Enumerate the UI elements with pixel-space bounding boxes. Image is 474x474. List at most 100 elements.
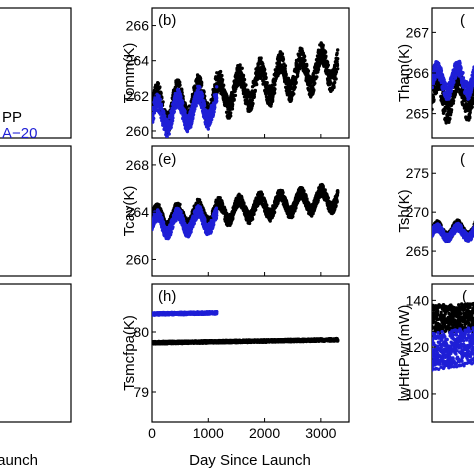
data-point: [232, 98, 235, 101]
data-point: [157, 82, 160, 85]
data-point: [198, 86, 201, 89]
data-point: [303, 55, 306, 58]
data-point: [254, 89, 257, 92]
data-point: [298, 67, 301, 70]
data-point: [215, 85, 218, 88]
data-point: [215, 96, 218, 99]
data-point: [336, 67, 339, 70]
data-point: [263, 68, 266, 71]
data-point: [242, 74, 245, 77]
data-point: [317, 68, 320, 71]
data-point: [206, 101, 209, 104]
data-point: [273, 83, 276, 86]
data-point: [200, 81, 203, 84]
data-point: [178, 81, 181, 84]
data-point: [266, 81, 269, 84]
data-point: [231, 103, 234, 106]
data-point: [450, 108, 453, 111]
data-point: [284, 64, 287, 67]
data-point: [220, 74, 223, 77]
data-point: [305, 64, 308, 67]
data-point: [255, 83, 258, 86]
data-point: [215, 99, 218, 102]
data-point: [159, 98, 162, 101]
data-point: [213, 106, 216, 109]
data-point: [157, 94, 160, 97]
data-point: [229, 111, 232, 114]
data-point: [468, 116, 471, 119]
data-point: [191, 117, 194, 120]
data-point: [315, 75, 318, 78]
data-point: [295, 81, 298, 84]
data-point: [455, 90, 458, 93]
data-point: [336, 64, 339, 67]
data-point: [229, 114, 232, 117]
panel-left-mid-frame: [0, 146, 71, 276]
data-point: [332, 85, 335, 88]
data-point: [221, 78, 224, 81]
data-point: [171, 116, 174, 119]
data-point: [336, 57, 339, 60]
data-point: [219, 70, 222, 73]
data-point: [207, 127, 210, 130]
data-point: [173, 110, 176, 113]
data-point: [271, 99, 274, 102]
panel-left-bot-frame: [0, 284, 71, 422]
data-point: [192, 113, 195, 116]
data-point: [222, 84, 225, 87]
series-group-b: [150, 41, 339, 138]
data-point: [430, 108, 433, 111]
data-point: [273, 87, 276, 90]
data-point: [290, 98, 293, 101]
data-point: [336, 48, 339, 51]
data-point: [303, 59, 306, 62]
panel-f-frame: [432, 146, 474, 276]
y-tick-label: 266: [126, 18, 150, 34]
data-point: [307, 69, 310, 72]
data-point: [244, 83, 247, 86]
data-point: [253, 95, 256, 98]
data-point: [210, 118, 213, 121]
data-point: [215, 93, 218, 96]
data-point: [326, 61, 329, 64]
data-point: [168, 132, 171, 135]
data-point: [333, 81, 336, 84]
data-point: [264, 72, 267, 75]
data-point: [170, 126, 173, 129]
data-point: [282, 58, 285, 61]
data-point: [259, 56, 262, 59]
data-point: [251, 102, 254, 105]
data-point: [203, 104, 206, 107]
data-point: [294, 86, 297, 89]
panel-h-frame: [152, 284, 349, 422]
data-point: [234, 94, 237, 97]
data-point: [313, 82, 316, 85]
data-point: [264, 76, 267, 79]
data-point: [178, 83, 181, 86]
data-point: [471, 105, 474, 108]
data-point: [322, 44, 325, 47]
data-point: [273, 91, 276, 94]
data-point: [212, 110, 215, 113]
data-point: [432, 98, 435, 101]
data-point: [159, 91, 162, 94]
data-point: [181, 102, 184, 105]
data-point: [452, 99, 455, 102]
data-point: [327, 63, 330, 66]
data-point: [201, 95, 204, 98]
data-point: [312, 88, 315, 91]
data-point: [152, 117, 155, 120]
data-point: [243, 78, 246, 81]
data-point: [335, 70, 338, 73]
data-point: [158, 85, 161, 88]
data-point: [238, 63, 241, 66]
data-point: [448, 117, 451, 120]
data-point: [281, 52, 284, 55]
y-tick-label: 260: [126, 123, 150, 139]
data-point: [324, 51, 327, 54]
data-point: [199, 77, 202, 80]
data-point: [335, 52, 338, 55]
